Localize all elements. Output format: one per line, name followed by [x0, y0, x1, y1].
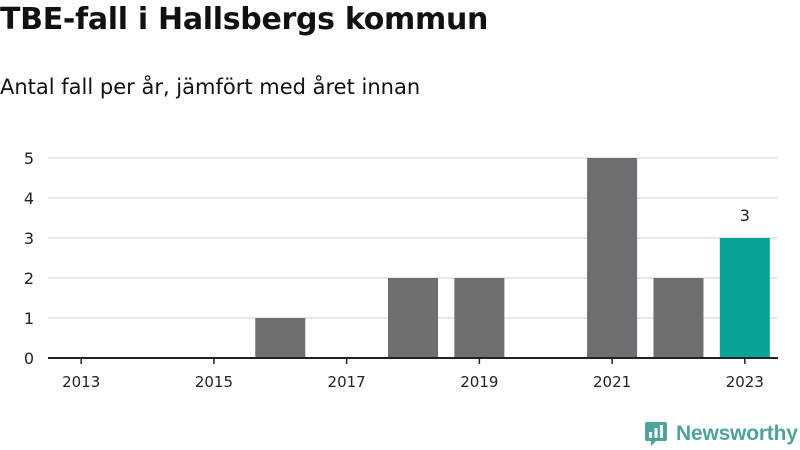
chart-subtitle: Antal fall per år, jämfört med året inna…	[0, 75, 421, 99]
bar-2016	[255, 318, 306, 358]
bar-2018	[388, 278, 438, 358]
bar-2019	[454, 278, 505, 358]
chart-title: TBE-fall i Hallsbergs kommun	[0, 2, 489, 37]
x-tick-label: 2021	[593, 373, 631, 391]
y-tick-label: 2	[24, 269, 34, 288]
x-tick-label: 2017	[328, 373, 366, 391]
x-tick-label: 2023	[726, 373, 764, 391]
y-tick-label: 5	[24, 149, 34, 168]
bars	[255, 158, 770, 358]
bar-2023	[719, 238, 770, 358]
bar-2021	[587, 158, 638, 358]
data-label-2023: 3	[740, 206, 750, 225]
x-tick-label: 2013	[62, 373, 100, 391]
y-tick-label: 0	[24, 349, 34, 368]
newsworthy-logo-icon	[645, 422, 667, 446]
brand-name: Newsworthy	[676, 422, 798, 445]
x-tick-label: 2015	[195, 373, 233, 391]
y-tick-label: 1	[24, 309, 34, 328]
axes: 0 1 2 3 4 5 2013 2015 2017 2019 2021 2023	[24, 149, 778, 391]
y-tick-label: 3	[24, 229, 34, 248]
bar-2022	[653, 278, 704, 358]
x-tick-label: 2019	[460, 373, 498, 391]
data-labels: 3	[740, 206, 750, 225]
brand-logo: Newsworthy	[644, 419, 798, 449]
y-tick-label: 4	[24, 189, 34, 208]
